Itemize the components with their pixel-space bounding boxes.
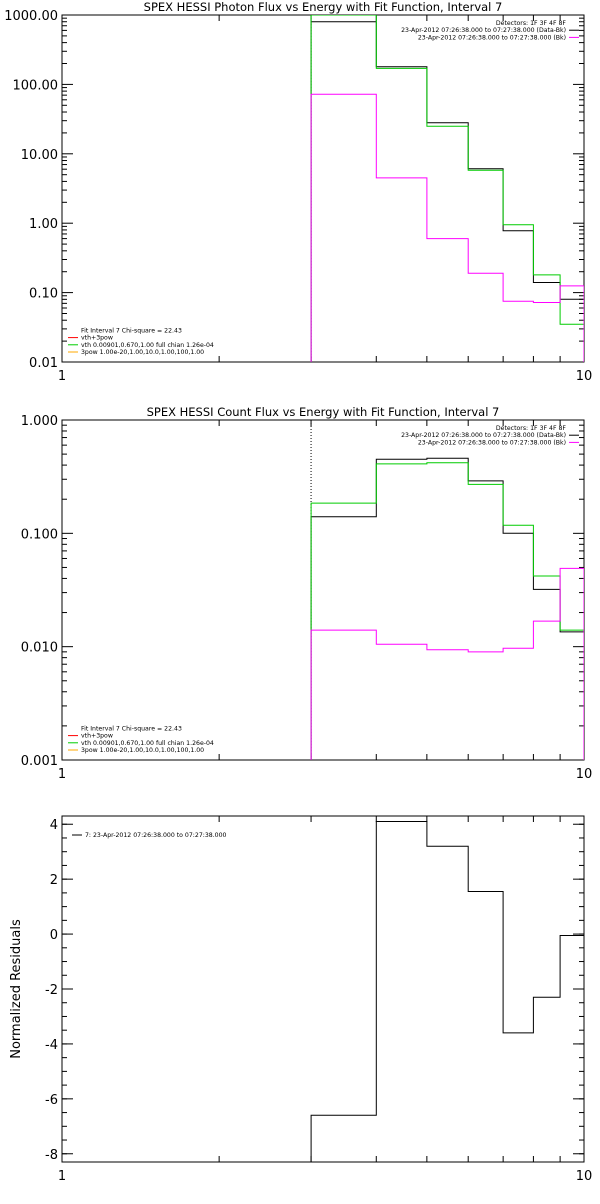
x-tick-label: 10 <box>576 1169 593 1184</box>
legend-text: Detectors: 1F 3F 4F 8F <box>496 20 567 27</box>
series-1-step-line <box>310 21 584 362</box>
panel-2: SPEX HESSI Count Flux vs Energy with Fit… <box>21 405 592 782</box>
legend-text: 7: 23-Apr-2012 07:26:38.000 to 07:27:38.… <box>85 832 227 839</box>
y-tick-label: -8 <box>45 1148 58 1163</box>
y-tick-label: 1.000 <box>21 414 58 429</box>
y-tick-label: 0.100 <box>21 527 58 542</box>
chart-title: SPEX HESSI Photon Flux vs Energy with Fi… <box>144 0 503 14</box>
y-tick-label: 100.00 <box>13 78 59 93</box>
legend-text: 3pow 1.00e-20,1.00,10.0,1.00,100,1.00 <box>81 747 204 754</box>
series-2-step-line <box>310 15 584 362</box>
plot-frame <box>61 815 585 1163</box>
legend-text: 23-Apr-2012 07:26:38.000 to 07:27:38.000… <box>418 439 566 446</box>
legend-text: 3pow 1.00e-20,1.00,10.0,1.00,100,1.00 <box>81 349 204 356</box>
legend-text: vth+3pow <box>81 335 113 342</box>
series-3-step-line <box>310 567 584 760</box>
legend-text: vth 0.00901,0.670,1.00 full chian 1.26e-… <box>81 740 214 747</box>
legend-text: vth+3pow <box>81 733 113 740</box>
legend-text: Detectors: 1F 3F 4F 8F <box>496 425 567 432</box>
y-tick-label: 2 <box>50 873 58 888</box>
y-tick-label: 0.10 <box>29 287 58 302</box>
panel-1: SPEX HESSI Photon Flux vs Energy with Fi… <box>4 0 592 384</box>
series-2-step-line <box>310 462 584 760</box>
legend-text: Fit Interval 7 Chi-square = 22.43 <box>81 725 182 732</box>
y-tick-label: 1000.00 <box>4 9 58 24</box>
series-1-step-line <box>310 821 584 1162</box>
legend-text: 23-Apr-2012 07:26:38.000 to 07:27:38.000… <box>401 432 566 439</box>
x-tick-label: 1 <box>58 1169 66 1184</box>
legend-text: vth 0.00901,0.670,1.00 full chian 1.26e-… <box>81 342 214 349</box>
y-tick-label: -2 <box>45 983 58 998</box>
panel-3: 1 10 -8 -6 -4 -2 0 2 4 Normalized Residuals 7: 23-… <box>9 815 593 1184</box>
y-tick-label: 0.001 <box>21 754 58 769</box>
y-tick-label: 1.00 <box>29 217 58 232</box>
x-tick-label: 1 <box>58 767 66 782</box>
y-tick-label: -6 <box>45 1093 58 1108</box>
x-tick-label: 10 <box>576 369 593 384</box>
series-3-step-line <box>310 93 584 362</box>
y-tick-label: 4 <box>50 818 58 833</box>
y-tick-label: 0 <box>50 928 58 943</box>
x-tick-label: 10 <box>576 767 593 782</box>
x-tick-label: 1 <box>58 369 66 384</box>
legend-text: 23-Apr-2012 07:26:38.000 to 07:27:38.000… <box>418 34 566 41</box>
y-axis-label: Normalized Residuals <box>9 919 24 1059</box>
y-tick-label: 0.010 <box>21 641 58 656</box>
plot-frame <box>61 14 585 363</box>
legend-text: 23-Apr-2012 07:26:38.000 to 07:27:38.000… <box>401 27 566 34</box>
y-tick-label: 0.01 <box>29 356 58 371</box>
y-tick-label: -4 <box>45 1038 58 1053</box>
plot-frame <box>61 419 585 761</box>
y-tick-label: 10.00 <box>21 148 58 163</box>
series-1-step-line <box>310 457 584 760</box>
legend-text: Fit Interval 7 Chi-square = 22.43 <box>81 327 182 334</box>
chart-title: SPEX HESSI Count Flux vs Energy with Fit… <box>147 405 500 419</box>
